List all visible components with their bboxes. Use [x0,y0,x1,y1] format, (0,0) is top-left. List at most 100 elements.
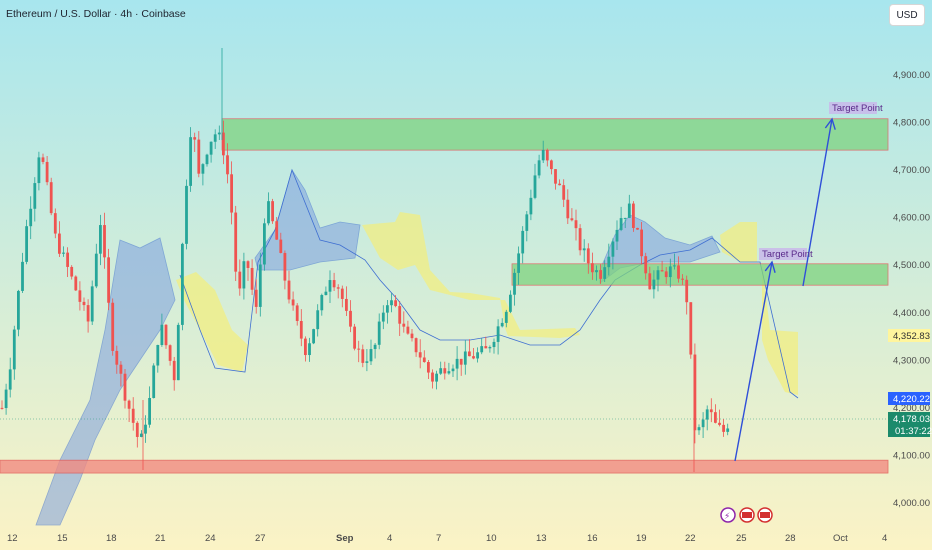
candle-body [156,344,160,366]
candle [103,212,106,269]
candle-body [103,225,106,258]
candle [197,131,201,178]
candle-body [611,241,615,257]
candle-body [427,362,430,373]
candle-body [504,311,508,323]
candle-body [484,346,488,349]
candle-body [648,273,652,290]
candle-body [316,310,320,330]
candle-body [476,352,479,359]
candle [275,217,279,240]
candle-body [398,306,402,324]
candle [299,309,303,347]
candle-body [410,333,414,339]
candle-body [226,155,229,175]
candle [324,286,328,296]
candle-body [353,326,356,349]
candle-body [558,183,561,186]
candle [332,272,336,292]
candle [558,179,561,186]
candle [172,356,176,391]
y-tick-label: 4,600.00 [893,213,930,224]
candle [304,336,307,362]
candle-body [144,424,147,434]
candle-body [119,364,123,374]
candle-body [595,270,598,273]
candle [492,338,496,354]
candle-body [652,279,656,290]
candle [570,208,574,222]
candle-body [509,294,512,312]
x-tick-label: 16 [587,533,598,544]
candle [21,252,24,294]
candle-body [135,422,139,437]
candle [340,285,344,308]
candle [127,399,131,422]
candle [217,125,221,140]
candle [722,419,725,437]
arrow-to-lower-target-head [764,260,776,273]
candle-body [115,350,119,365]
candle-body [4,389,8,409]
candle [345,286,348,316]
candle-body [168,345,172,361]
candle-body [500,322,504,327]
candle-body [312,329,315,344]
level-upper-tag-bg [888,329,930,342]
candle [111,298,115,356]
candle [673,253,676,270]
candle-body [70,266,74,277]
candle [369,339,373,365]
y-tick-label: 4,300.00 [893,355,930,366]
x-tick-label: 10 [486,533,497,544]
candle-body [172,360,176,381]
candle-body [271,201,274,222]
candle [509,290,512,314]
candle [623,217,627,229]
candle-body [345,298,348,311]
currency-button[interactable]: USD [889,4,925,26]
candle [693,343,697,444]
x-tick-label: 22 [685,533,696,544]
candle [521,226,525,264]
candle-body [213,134,217,142]
candle [459,358,463,376]
candle [181,242,184,331]
candle [402,311,406,333]
candle-body [451,368,455,372]
event-icon-lightning-glyph: ⚡ [724,512,730,522]
candle-body [148,397,151,425]
axes-layer: 4,900.00 4,800.00 4,700.00 4,600.00 4,500.00… [7,70,930,544]
candle [213,129,217,149]
candle-body [29,208,33,227]
x-tick-label: 13 [536,533,547,544]
candle-body [406,326,410,334]
candle [328,270,332,304]
candle [591,252,594,280]
candle [205,153,209,167]
candle [336,284,340,299]
candle-body [386,305,389,313]
candle [320,293,324,316]
event-icon-lightning[interactable] [720,507,736,523]
candle-body [365,361,369,363]
candle-body [21,261,24,291]
candle [148,386,151,428]
candle [603,260,607,283]
candle-body [246,261,250,268]
candle-body [308,343,311,356]
candle-body [332,280,336,288]
candle [656,266,660,292]
candle-body [726,428,730,432]
candle-body [431,372,434,382]
candle-body [709,409,713,413]
candle-body [603,267,607,279]
candle [119,361,123,387]
candle-body [287,280,291,300]
candle-body [127,400,131,409]
candle-body [533,175,537,198]
cloud-bear-region [176,272,248,372]
candle [533,163,537,200]
candle [582,239,586,262]
